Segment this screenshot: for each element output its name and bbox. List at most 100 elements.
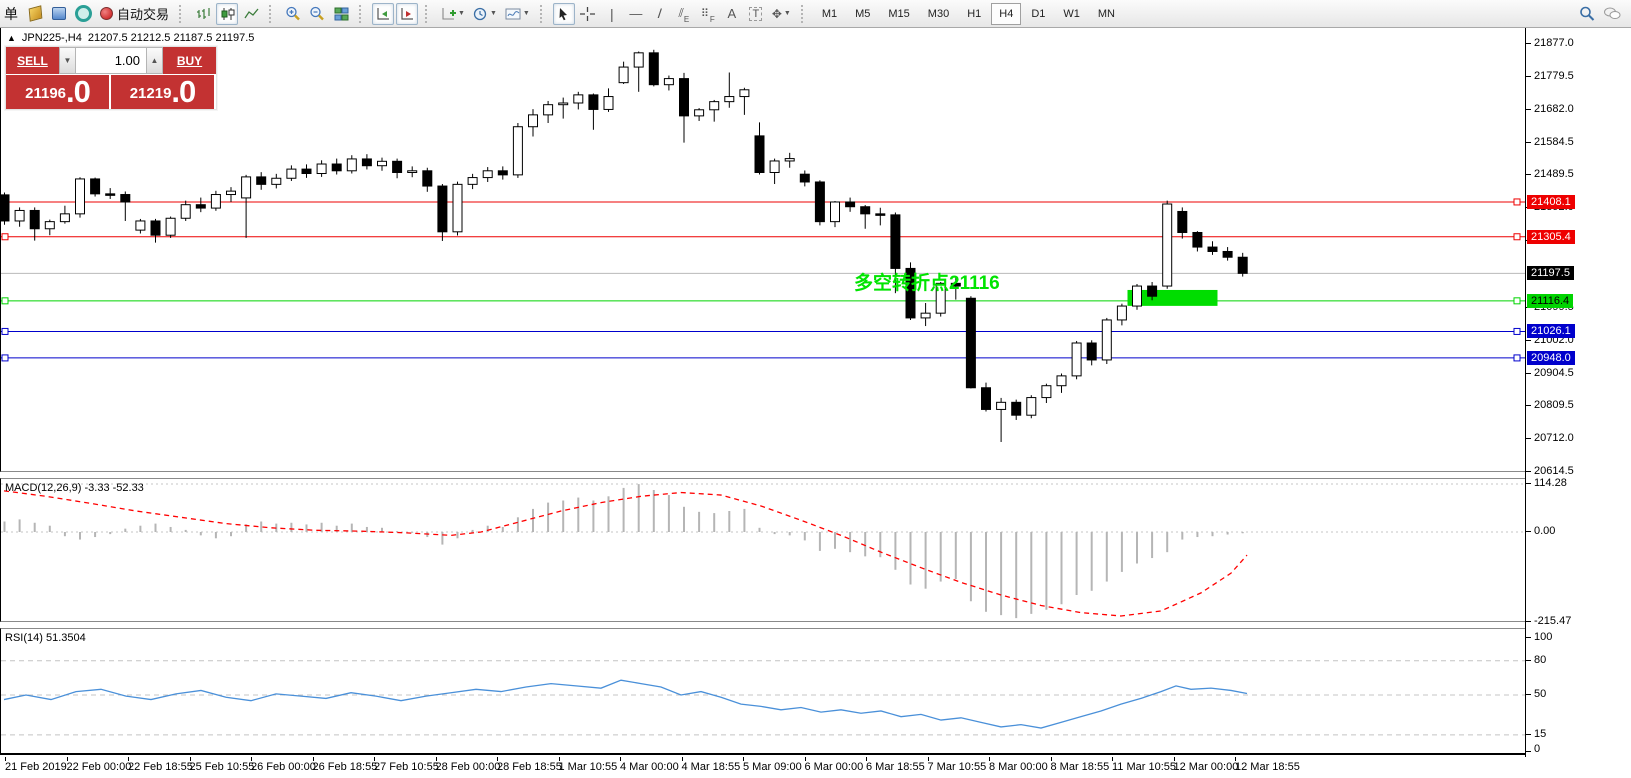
buy-button[interactable]: BUY: [163, 47, 216, 74]
time-label[interactable]: 6 Mar 00:00: [804, 761, 864, 773]
trendline-tool-icon[interactable]: /: [657, 6, 663, 21]
chart-annotation-text[interactable]: 多空转折点21116: [854, 273, 1000, 294]
horizontal-line-tool-icon[interactable]: —: [629, 6, 643, 21]
fibonacci-tool-icon[interactable]: ⠿ F: [700, 8, 715, 24]
candle-body: [935, 282, 946, 314]
price-axis[interactable]: 21877.021779.521682.021584.521489.521392…: [1525, 28, 1631, 757]
sell-price-display[interactable]: 21196.0: [6, 75, 109, 109]
crosshair-tool-icon[interactable]: [577, 3, 599, 25]
time-label[interactable]: 12 Mar 18:55: [1235, 761, 1300, 773]
volume-decrease-button[interactable]: ▼: [59, 47, 76, 74]
search-icon[interactable]: [1576, 3, 1598, 25]
candle: [467, 173, 478, 190]
macd-indicator-panel[interactable]: MACD(12,26,9) -3.33 -52.33: [0, 478, 1525, 622]
macd-tick: [1526, 483, 1531, 484]
price-tick-label: 20809.5: [1534, 398, 1574, 411]
arrows-tool-icon[interactable]: ✥ ▼: [771, 6, 791, 21]
equidistant-channel-tool-icon[interactable]: ⫽ E: [678, 6, 690, 24]
new-order-button[interactable]: 单: [4, 5, 18, 22]
price-level-badge[interactable]: 21408.1: [1527, 194, 1575, 209]
price-level-badge[interactable]: 21116.4: [1527, 293, 1574, 308]
signal-icon[interactable]: [72, 3, 95, 25]
candle: [1192, 231, 1203, 252]
candle: [1011, 399, 1022, 420]
market-watch-icon[interactable]: [24, 3, 46, 25]
time-label[interactable]: 22 Feb 18:55: [128, 761, 193, 773]
time-label[interactable]: 12 Mar 00:00: [1173, 761, 1239, 773]
templates-button[interactable]: ▼: [502, 3, 533, 25]
autotrading-button[interactable]: 自动交易: [97, 3, 172, 25]
timeframe-button-h4[interactable]: H4: [991, 2, 1022, 25]
candle: [754, 122, 765, 175]
zoom-out-icon[interactable]: [306, 3, 328, 25]
time-label[interactable]: 21 Feb 2019: [5, 761, 67, 773]
navigator-icon[interactable]: [48, 3, 70, 25]
candle: [1177, 207, 1188, 239]
rsi-tick-label: 0: [1534, 743, 1541, 755]
tile-windows-icon[interactable]: [330, 3, 352, 25]
price-chart-panel[interactable]: ▲ JPN225-,H4 21207.5 21212.5 21187.5 211…: [0, 28, 1525, 472]
time-label[interactable]: 8 Mar 00:00: [989, 761, 1048, 773]
time-label[interactable]: 7 Mar 10:55: [927, 761, 987, 773]
timeframe-button-mn[interactable]: MN: [1097, 7, 1115, 20]
time-label[interactable]: 27 Feb 10:55: [374, 761, 439, 773]
rsi-tick: [1526, 751, 1531, 752]
text-tool-icon[interactable]: A: [727, 6, 737, 21]
chart-shift-icon[interactable]: [396, 2, 419, 25]
auto-scroll-icon[interactable]: [372, 2, 395, 25]
candle-body: [301, 168, 312, 175]
line-chart-type-icon[interactable]: [240, 3, 262, 25]
time-label[interactable]: 25 Feb 10:55: [189, 761, 255, 773]
periods-button[interactable]: ▼: [470, 3, 500, 25]
timeframe-button-m1[interactable]: M1: [821, 7, 838, 20]
time-label[interactable]: 26 Feb 18:55: [312, 761, 378, 773]
volume-input[interactable]: 1.00: [76, 47, 146, 74]
candle: [271, 173, 282, 189]
time-label[interactable]: 22 Feb 00:00: [66, 761, 132, 773]
time-label[interactable]: 4 Mar 18:55: [681, 761, 741, 773]
sell-button[interactable]: SELL: [6, 47, 59, 74]
candle-body: [407, 170, 418, 173]
time-label[interactable]: 1 Mar 10:55: [558, 761, 618, 773]
timeframe-button-h1[interactable]: H1: [967, 7, 982, 20]
chat-icon[interactable]: [1600, 3, 1624, 25]
indicators-button[interactable]: ▼: [438, 3, 468, 25]
vertical-line-tool-icon[interactable]: |: [610, 5, 614, 22]
candle-body: [105, 193, 116, 196]
candle: [165, 216, 176, 238]
candle: [814, 180, 825, 226]
time-label[interactable]: 26 Feb 00:00: [251, 761, 316, 773]
candle: [407, 166, 418, 178]
timeframe-button-m5[interactable]: M5: [855, 7, 871, 20]
zoom-in-icon[interactable]: [282, 3, 304, 25]
candle: [905, 262, 916, 320]
buy-price-display[interactable]: 21219.0: [111, 75, 214, 109]
volume-increase-button[interactable]: ▲: [146, 47, 163, 74]
price-level-badge[interactable]: 21305.4: [1527, 229, 1575, 244]
timeframe-button-m30[interactable]: M30: [927, 7, 950, 20]
time-label[interactable]: 28 Feb 18:55: [497, 761, 562, 773]
bar-chart-type-icon[interactable]: [192, 3, 214, 25]
text-label-tool-icon[interactable]: T: [745, 3, 767, 25]
timeframe-button-w1[interactable]: W1: [1063, 7, 1080, 20]
price-level-badge[interactable]: 21026.1: [1527, 324, 1575, 339]
cursor-tool-icon[interactable]: [552, 2, 575, 25]
timeframe-button-m15[interactable]: M15: [888, 7, 910, 20]
time-label[interactable]: 4 Mar 00:00: [620, 761, 679, 773]
collapse-panel-icon[interactable]: ▲: [7, 33, 16, 43]
time-label[interactable]: 8 Mar 18:55: [1050, 761, 1110, 773]
candle-body: [29, 209, 40, 230]
candlestick-chart-type-icon[interactable]: [216, 2, 239, 25]
time-label[interactable]: 5 Mar 09:00: [743, 761, 802, 773]
price-tick: [1526, 470, 1531, 472]
rsi-indicator-panel[interactable]: RSI(14) 51.3504: [0, 628, 1525, 755]
time-label[interactable]: 11 Mar 10:55: [1112, 761, 1177, 773]
timeframe-button-d1[interactable]: D1: [1031, 7, 1046, 20]
time-label[interactable]: 28 Feb 00:00: [435, 761, 501, 773]
time-label[interactable]: 6 Mar 18:55: [866, 761, 925, 773]
candle-body: [90, 178, 101, 195]
macd-tick: [1526, 621, 1531, 623]
time-axis[interactable]: 21 Feb 2019 22 Feb 00:00 22 Feb 18:55 25 Fe…: [0, 757, 1525, 778]
candle: [965, 296, 976, 389]
price-level-badge[interactable]: 20948.0: [1527, 350, 1575, 365]
